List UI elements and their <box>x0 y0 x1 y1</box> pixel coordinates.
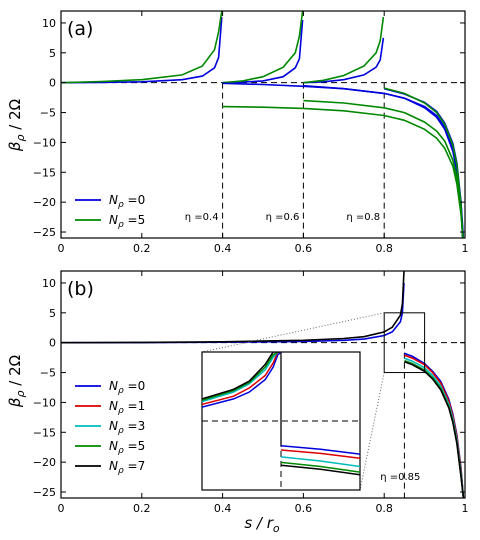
y-tick-label: −10 <box>33 396 56 409</box>
series-group <box>61 271 465 498</box>
x-tick-label: 0 <box>58 502 65 515</box>
inset-series-line <box>202 352 282 408</box>
series-line <box>61 282 405 344</box>
x-tick-label: 1 <box>462 502 469 515</box>
y-tick-label: 10 <box>42 17 56 30</box>
y-tick-label: 5 <box>49 47 56 60</box>
series-group <box>61 11 465 238</box>
y-tick-label: −5 <box>40 367 56 380</box>
legend-label: Nρ =0 <box>109 379 145 396</box>
y-tick-label: −15 <box>33 426 56 439</box>
y-tick-label: −5 <box>40 107 56 120</box>
inset-series-line <box>280 449 360 460</box>
x-tick-label: 0.4 <box>214 502 232 515</box>
y-tick-label: 0 <box>49 77 56 90</box>
series-line <box>61 16 223 84</box>
x-tick-label: 1 <box>462 242 469 255</box>
inset-series-line <box>202 352 281 403</box>
inset-series-group <box>202 352 360 490</box>
eta-annotation: η =0.8 <box>346 212 380 223</box>
legend-label: Nρ =5 <box>109 213 145 230</box>
panel-b: 0 0.2 0.4 0.6 0.8 1 10 5 0 −5 −10 −15 −20 −25 (b) η =0.… <box>33 270 469 515</box>
y-tick-label: 5 <box>49 307 56 320</box>
x-tick-label: 0.6 <box>295 502 313 515</box>
ylabel-b: βρ / 2Ω <box>6 355 27 408</box>
y-tick-label: 10 <box>42 277 56 290</box>
y-tick-label: −10 <box>33 136 56 149</box>
eta-annotation: η =0.6 <box>266 212 300 223</box>
ylabel-a: βρ / 2Ω <box>6 99 27 152</box>
y-tick-label: −20 <box>33 196 56 209</box>
series-line <box>303 37 385 84</box>
inset-source-box <box>383 312 426 374</box>
series-line <box>303 84 464 238</box>
legend-label: Nρ =5 <box>109 439 145 456</box>
series-line <box>61 271 405 344</box>
eta-annotation: η =0.4 <box>185 212 219 223</box>
series-line <box>303 16 385 84</box>
legend-label: Nρ =1 <box>109 399 145 416</box>
y-tick-label: 0 <box>49 337 56 350</box>
x-tick-label: 0.2 <box>133 242 151 255</box>
panel-a: 0 0.2 0.4 0.6 0.8 1 10 5 0 −5 −10 −15 −20 −25 (a) η =0.… <box>33 10 469 255</box>
series-line <box>383 87 464 238</box>
legend-label: Nρ =7 <box>109 459 145 476</box>
series-line <box>222 105 464 238</box>
x-tick-label: 0.2 <box>133 502 151 515</box>
axes-frame <box>60 10 466 239</box>
inset-series-line <box>280 456 360 468</box>
inset-connector <box>359 372 385 491</box>
x-tick-label: 0.4 <box>214 242 232 255</box>
inset-series-line <box>280 461 360 473</box>
series-line <box>61 11 223 84</box>
panel-label: (b) <box>67 278 94 300</box>
inset-series-line <box>202 352 281 400</box>
series-line <box>222 11 304 84</box>
y-tick-label: −25 <box>33 486 56 499</box>
inset-series-line <box>202 352 281 406</box>
eta-annotation: η =0.85 <box>380 472 420 483</box>
y-tick-label: −25 <box>33 226 56 239</box>
xlabel: s / ro <box>244 514 280 535</box>
inset-series-line <box>280 464 360 476</box>
panel-label: (a) <box>67 18 93 40</box>
y-tick-label: −20 <box>33 456 56 469</box>
inset-series-line <box>280 445 360 455</box>
x-tick-label: 0 <box>58 242 65 255</box>
series-line <box>222 19 304 84</box>
x-tick-label: 0.8 <box>375 502 393 515</box>
inset-series-line <box>202 352 281 402</box>
y-tick-label: −15 <box>33 166 56 179</box>
axes-frame <box>60 270 466 499</box>
legend-label: Nρ =0 <box>109 193 145 210</box>
inset-connector <box>201 312 385 353</box>
x-tick-label: 0.6 <box>295 242 313 255</box>
series-line <box>404 361 465 498</box>
x-tick-label: 0.8 <box>375 242 393 255</box>
legend-label: Nρ =3 <box>109 419 145 436</box>
series-line <box>303 99 464 238</box>
